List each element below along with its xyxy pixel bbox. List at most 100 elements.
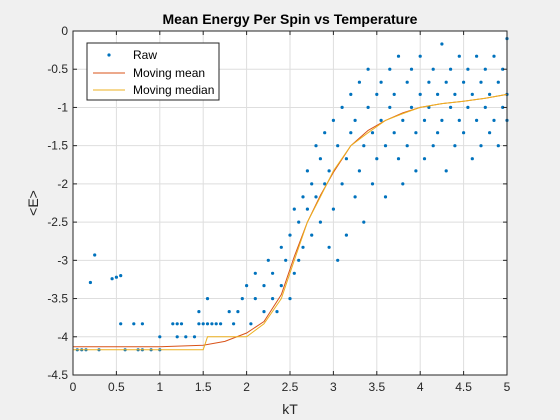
raw-point [305, 169, 309, 173]
raw-point [245, 284, 249, 288]
raw-point [436, 131, 440, 135]
raw-point [496, 80, 500, 84]
raw-point [119, 322, 123, 326]
y-tick-label: -4.5 [47, 368, 68, 382]
raw-point [171, 322, 175, 326]
raw-point [297, 258, 301, 262]
raw-point [340, 105, 344, 109]
raw-point [444, 80, 448, 84]
raw-point [336, 144, 340, 148]
raw-point [88, 280, 92, 285]
y-tick-label: -1.5 [47, 139, 68, 153]
raw-point [362, 144, 366, 148]
raw-point [331, 118, 335, 122]
legend-label-raw: Raw [133, 48, 157, 62]
raw-point [492, 118, 496, 122]
raw-point [366, 105, 370, 109]
raw-point [301, 245, 305, 249]
raw-point [392, 131, 396, 135]
raw-point [440, 42, 444, 46]
raw-point [357, 169, 361, 173]
raw-point [379, 118, 383, 122]
raw-point [396, 157, 401, 161]
raw-point [449, 67, 453, 71]
raw-point [253, 271, 257, 275]
raw-point [262, 310, 266, 314]
raw-point [192, 335, 197, 339]
raw-point [388, 67, 392, 71]
raw-point [470, 157, 474, 161]
raw-point [414, 169, 418, 173]
raw-point [457, 54, 461, 58]
raw-point [370, 182, 375, 186]
raw-point [318, 220, 322, 224]
raw-point [488, 92, 492, 96]
raw-point [401, 182, 405, 186]
x-tick-labels: 0 0.5 1 1.5 2 2.5 3 3.5 4 4.5 5 [70, 380, 511, 394]
raw-point [440, 118, 444, 122]
raw-point [475, 54, 479, 58]
x-tick-label: 3 [330, 380, 337, 394]
raw-point [253, 297, 257, 301]
raw-point [431, 67, 435, 71]
raw-point [357, 80, 361, 84]
raw-point [271, 297, 275, 301]
raw-point [383, 195, 388, 199]
raw-point [379, 80, 383, 84]
raw-point [340, 182, 344, 186]
raw-point [114, 275, 118, 279]
legend: Raw Moving mean Moving median [86, 42, 220, 101]
raw-point [227, 310, 231, 314]
raw-point [310, 182, 314, 186]
raw-point [288, 297, 292, 301]
x-tick-label: 2.5 [282, 380, 299, 394]
y-tick-label: -2.5 [47, 215, 68, 229]
raw-point [375, 92, 379, 96]
raw-point [175, 322, 179, 326]
raw-point [301, 195, 305, 199]
raw-point [444, 169, 448, 173]
raw-point [318, 157, 322, 161]
raw-point [284, 258, 288, 262]
raw-point [349, 131, 353, 135]
raw-point [219, 322, 223, 326]
raw-point [288, 233, 292, 237]
raw-point [422, 118, 427, 122]
x-tick-label: 1 [156, 380, 163, 394]
raw-point [297, 220, 301, 224]
x-tick-label: 3.5 [368, 380, 385, 394]
raw-point [405, 80, 409, 84]
raw-point [327, 245, 331, 249]
raw-point [353, 118, 357, 122]
raw-point [205, 322, 210, 326]
raw-point [140, 322, 144, 326]
raw-point [310, 233, 314, 237]
raw-point [249, 322, 253, 326]
raw-point [353, 195, 357, 199]
raw-point [466, 105, 470, 109]
raw-point [483, 105, 487, 109]
raw-point [427, 80, 431, 84]
raw-point [483, 67, 487, 71]
y-axis-label: <E> [25, 190, 41, 216]
raw-point [232, 322, 236, 326]
y-tick-label: -0.5 [47, 62, 68, 76]
raw-point [292, 271, 296, 275]
x-tick-label: 2 [243, 380, 250, 394]
raw-point [275, 310, 279, 314]
raw-point [457, 118, 461, 122]
raw-point [314, 195, 318, 199]
raw-point [279, 284, 283, 288]
raw-point [240, 297, 244, 301]
x-tick-label: 0 [70, 380, 77, 394]
raw-point [488, 131, 492, 135]
raw-point [262, 284, 266, 288]
series-raw-points [75, 37, 509, 352]
raw-point [453, 144, 457, 148]
raw-point [179, 322, 184, 326]
raw-point [409, 67, 414, 71]
raw-point [414, 131, 418, 135]
raw-point [496, 144, 500, 148]
raw-point [197, 322, 201, 326]
